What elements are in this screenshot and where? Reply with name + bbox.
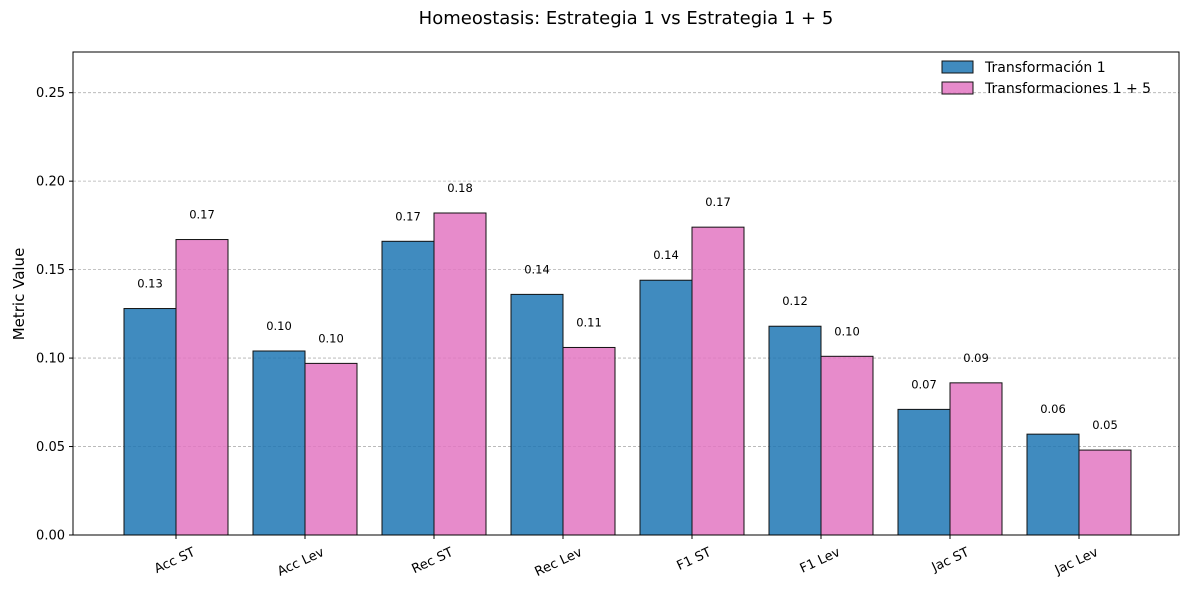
bar-value-label: 0.18 — [447, 181, 473, 195]
bar — [433, 212, 487, 536]
bar — [304, 362, 358, 536]
legend-swatch — [941, 81, 974, 95]
legend-swatch — [941, 60, 974, 74]
bar — [123, 308, 177, 536]
bar — [1078, 449, 1132, 536]
y-tick-label: 0.05 — [36, 440, 65, 455]
bar-value-label: 0.09 — [963, 351, 989, 365]
x-tick-label: Acc Lev — [275, 545, 327, 580]
bar-value-label: 0.17 — [705, 195, 731, 209]
bar — [897, 408, 951, 536]
bar-value-label: 0.17 — [395, 209, 421, 223]
bar-value-label: 0.05 — [1092, 418, 1118, 432]
bar-value-label: 0.17 — [189, 208, 215, 222]
bar-value-label: 0.07 — [911, 377, 937, 391]
bar — [1026, 433, 1080, 536]
bar-value-label: 0.12 — [782, 294, 808, 308]
bars — [123, 212, 1132, 536]
y-tick-label: 0.20 — [36, 175, 65, 190]
bar — [949, 382, 1003, 536]
data-labels: 0.13 0.17 0.10 0.10 0.17 0.18 0.14 0.11 0.14 0.17… — [137, 181, 1118, 432]
legend-label: Transformaciones 1 + 5 — [984, 81, 1151, 97]
x-tick-label: Rec Lev — [533, 545, 585, 580]
x-tick-label: Jac Lev — [1052, 545, 1101, 578]
bar — [820, 355, 874, 536]
plot-frame — [72, 51, 1180, 536]
bar-value-label: 0.10 — [834, 324, 860, 338]
bar — [252, 350, 306, 536]
bar — [639, 279, 693, 536]
legend: Transformación 1 Transformaciones 1 + 5 — [941, 60, 1151, 97]
bar — [381, 240, 435, 536]
y-axis: 0.00 0.05 0.10 0.15 0.20 0.25 — [36, 86, 73, 544]
chart-title: Homeostasis: Estrategia 1 vs Estrategia … — [419, 8, 834, 29]
x-tick-label: Jac ST — [929, 545, 972, 576]
x-tick-label: Rec ST — [410, 545, 456, 577]
bar-value-label: 0.14 — [653, 248, 679, 262]
y-tick-label: 0.15 — [36, 263, 65, 278]
bar — [691, 226, 745, 536]
legend-label: Transformación 1 — [984, 60, 1106, 76]
bar-value-label: 0.10 — [318, 331, 344, 345]
bar — [562, 346, 616, 536]
bar-value-label: 0.14 — [524, 262, 550, 276]
grid-lines — [73, 92, 1179, 447]
bar-value-label: 0.11 — [576, 315, 602, 329]
x-tick-label: F1 ST — [675, 545, 714, 574]
y-tick-label: 0.00 — [36, 529, 65, 544]
x-axis: Acc ST Acc Lev Rec ST Rec Lev F1 ST F1 Lev Jac… — [152, 535, 1101, 580]
y-tick-label: 0.10 — [36, 352, 65, 367]
bar — [768, 325, 822, 536]
bar — [175, 239, 229, 536]
y-axis-title: Metric Value — [10, 248, 28, 341]
bar-value-label: 0.13 — [137, 277, 163, 291]
bar — [510, 293, 564, 536]
x-tick-label: F1 Lev — [798, 545, 843, 577]
bar-value-label: 0.06 — [1040, 402, 1066, 416]
bar-value-label: 0.10 — [266, 319, 292, 333]
y-tick-label: 0.25 — [36, 86, 65, 101]
x-tick-label: Acc ST — [152, 545, 198, 577]
